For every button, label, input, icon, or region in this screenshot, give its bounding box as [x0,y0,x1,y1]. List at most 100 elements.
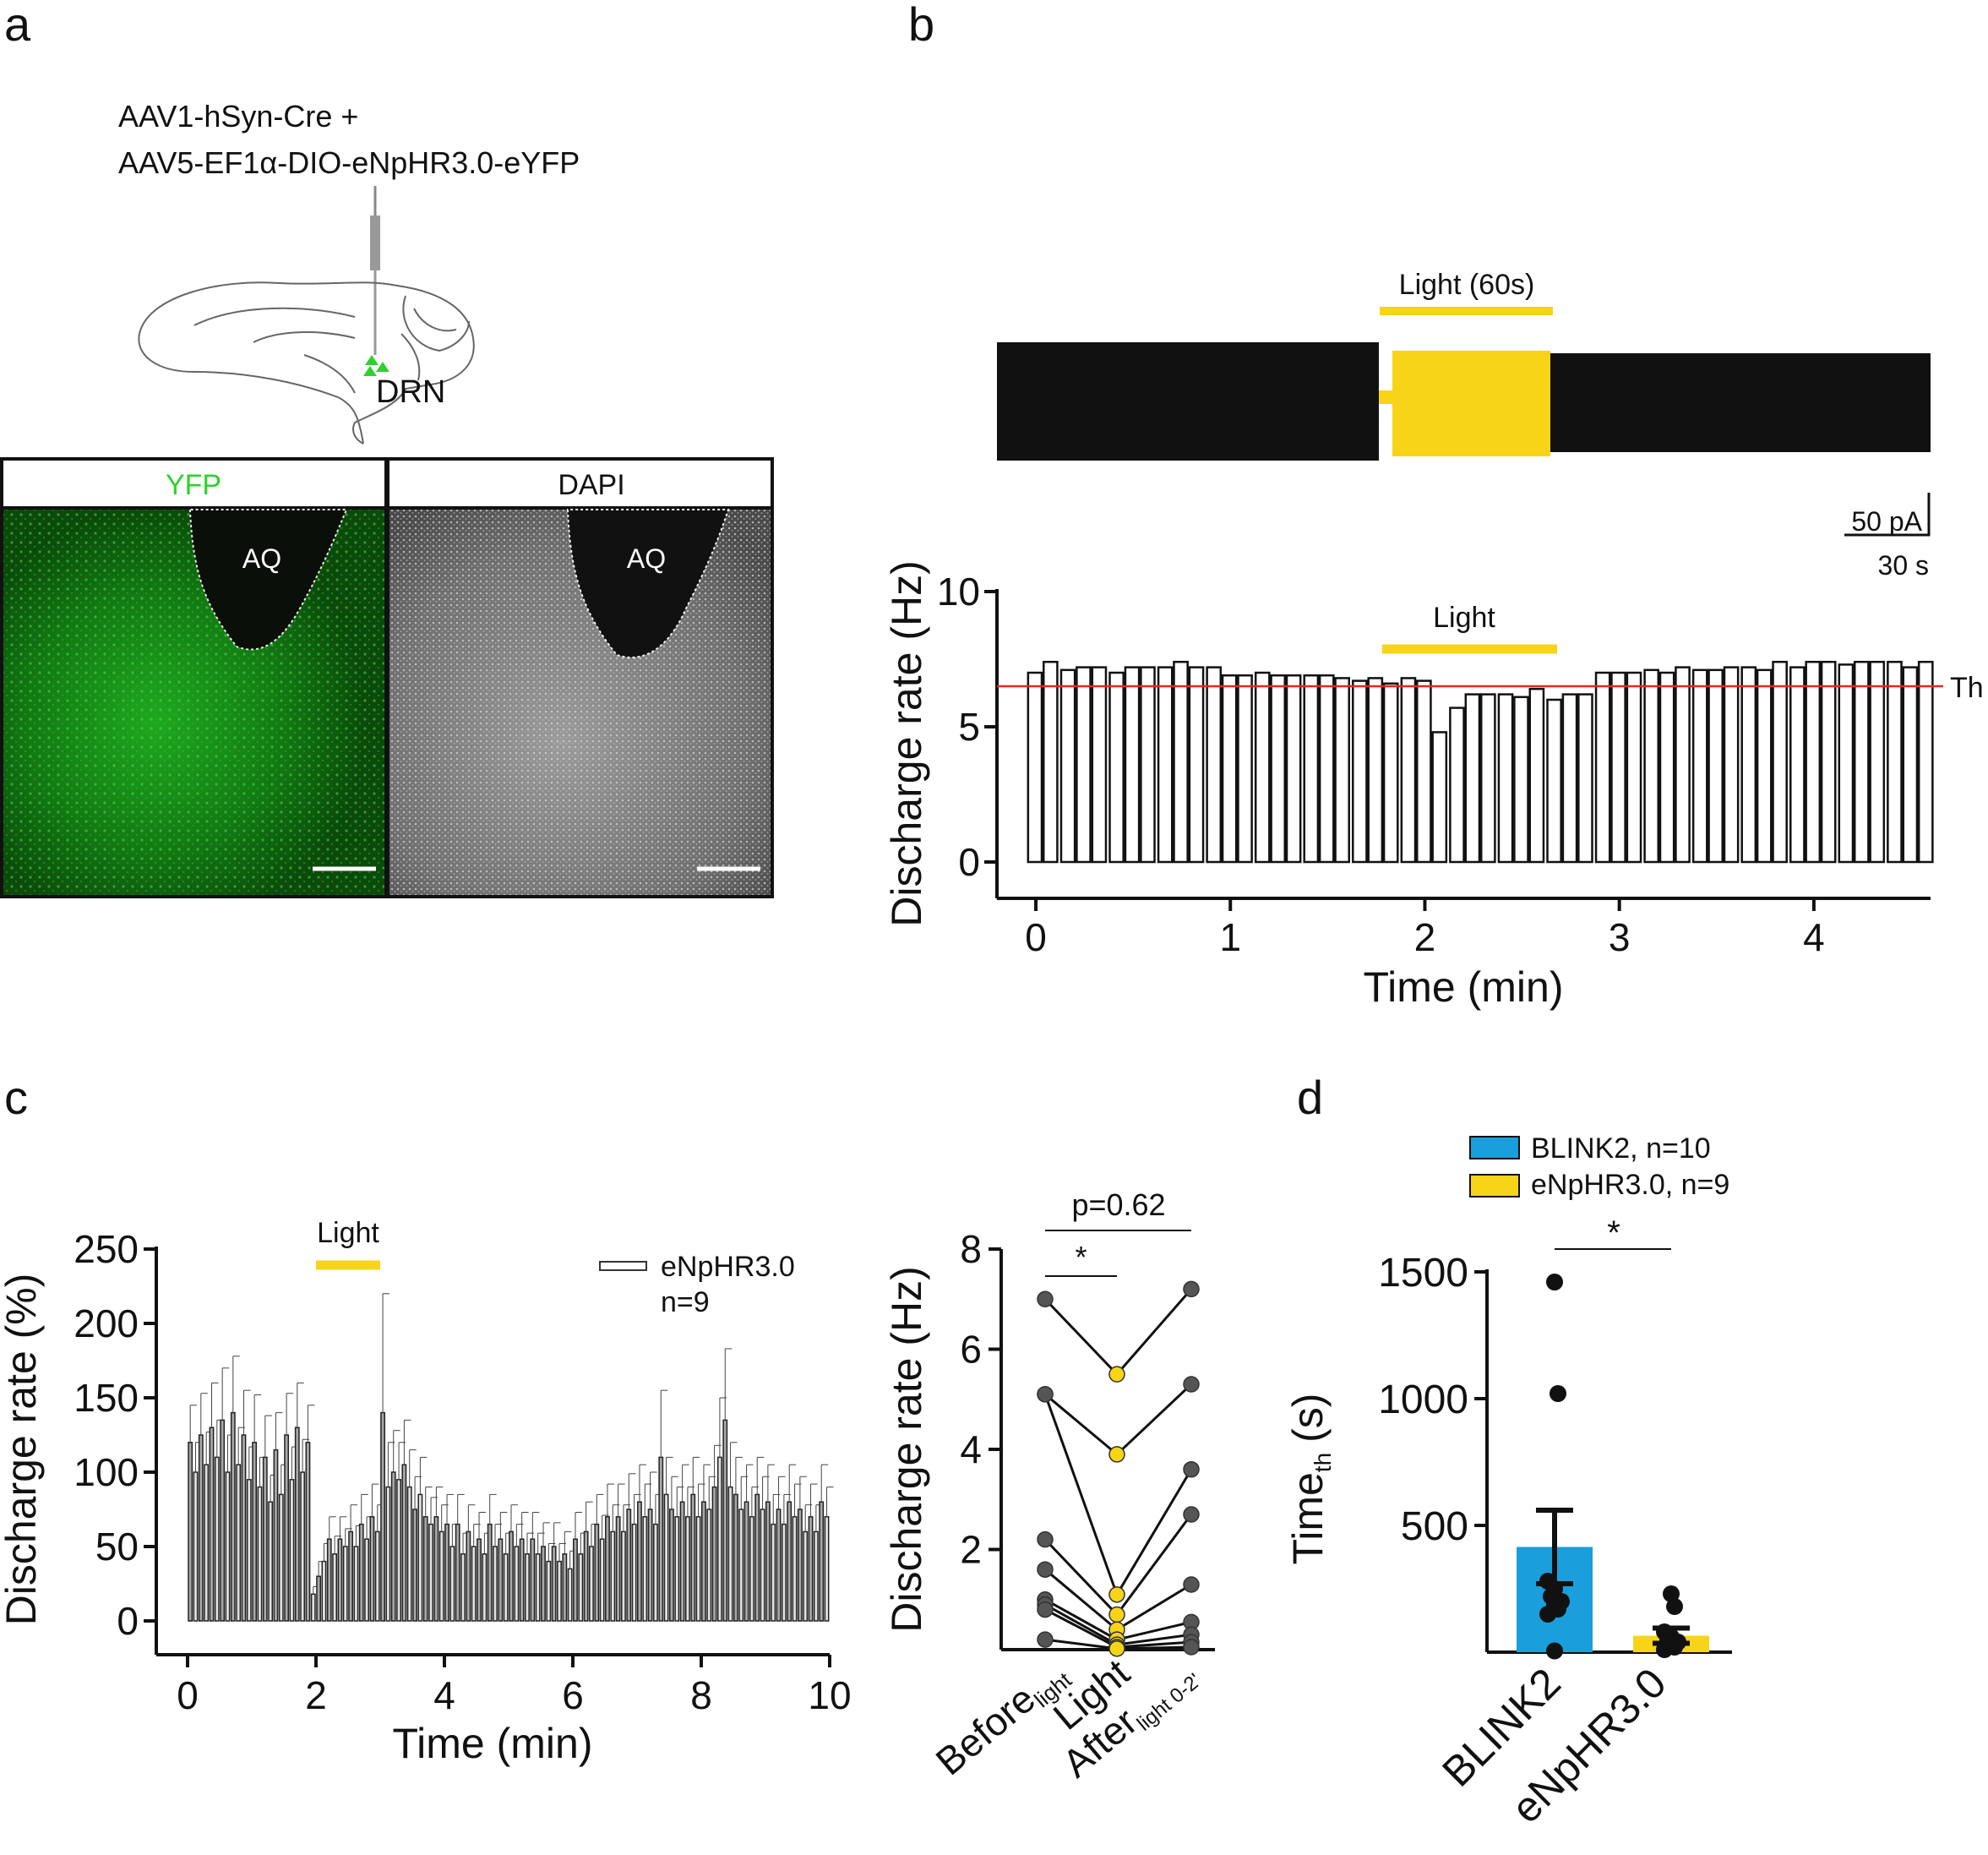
c-xtick-label: 0 [177,1673,199,1717]
c-bar [417,1493,423,1622]
b-xlabel: Time (min) [1363,963,1563,1011]
c-bar [647,1509,653,1622]
d-ytick-label: 1500 [1378,1251,1468,1296]
c-bar [257,1486,263,1622]
c-bar [455,1523,460,1622]
d-point [1663,1585,1680,1602]
c-bar [722,1419,728,1622]
b-bar [1334,677,1350,864]
c-bar [711,1486,717,1622]
c-bar [743,1501,749,1622]
b-bar [1124,666,1141,864]
b-bar [1772,660,1788,864]
cp-point-light [1108,1366,1125,1383]
cp-point-after [1183,1280,1200,1298]
c-bar [241,1434,247,1622]
c-bar [380,1411,385,1622]
c-bar [284,1434,290,1622]
c-bar [674,1516,680,1622]
c-bar [530,1538,536,1622]
cp-point-before [1037,1631,1054,1648]
c-bar [305,1442,311,1622]
trace-segment-before [997,342,1379,461]
brain-outline-icon [138,281,475,445]
c-bar [273,1449,279,1622]
panel-label-c: c [4,1071,28,1124]
cp-point-after [1183,1576,1200,1593]
svg-text:Beforelight: Beforelight [928,1650,1077,1786]
c-bar [390,1471,396,1622]
cp-cat-after-sub: light 0-2' [1133,1669,1206,1736]
micrograph-yfp: YFP AQ [0,457,388,898]
c-bar [422,1516,428,1622]
cp-point-before [1037,1601,1054,1618]
construct-line-2: AAV5-EF1α-DIO-eNpHR3.0-eYFP [118,145,580,180]
c-bar [514,1546,520,1622]
c-bar [578,1553,584,1622]
injected-cells-icon [363,355,389,376]
trace-segment-transition [1379,390,1392,404]
c-bar [808,1516,814,1622]
b-bar [1708,668,1724,864]
c-bar [706,1509,712,1622]
b-ytick-label: 5 [958,705,980,749]
c-ytick-label: 150 [74,1376,139,1420]
c-bar [493,1546,498,1622]
b-bar [1626,671,1642,864]
b-ytick-label: 0 [958,840,980,884]
b-xtick-label: 0 [1025,915,1047,959]
c-bar [466,1530,471,1622]
cp-ytick-label: 2 [960,1528,982,1572]
c-bar [716,1456,722,1622]
c-bar [209,1427,215,1622]
c-bar [316,1575,322,1622]
c-bar [449,1546,455,1622]
b-bar [1206,666,1223,864]
d-legend-enphr: eNpHR3.0, n=9 [1531,1169,1729,1201]
dapi-title: DAPI [558,469,624,501]
c-bar [792,1516,798,1622]
c-bar [771,1523,776,1622]
c-bar [204,1464,210,1622]
b-bar [1076,666,1092,864]
aq-label-dapi: AQ [627,543,666,574]
panel-label-a: a [4,0,31,51]
micrograph-dapi: DAPI AQ [386,457,774,898]
b-bar [1382,682,1399,864]
b-bar [1318,674,1335,864]
cp-point-before [1037,1290,1054,1307]
b-bar [1643,668,1660,864]
cp-ytick-label: 4 [960,1427,982,1471]
c-timecourse: Discharge rate (%) Time (min) Light eNpH… [0,1217,852,1767]
c-xlabel: Time (min) [392,1720,592,1767]
c-bar [787,1501,792,1622]
c-light-label: Light [317,1217,379,1249]
c-bar [637,1501,642,1622]
trace-segment-light [1392,351,1550,456]
cp-point-light [1108,1586,1125,1603]
c-xtick-label: 4 [433,1673,455,1717]
d-ylabel-sub: th [1310,1453,1336,1472]
trace-segment-end [1842,423,1931,450]
cp-cat-before-main: Before [928,1676,1043,1783]
c-bar [813,1530,819,1622]
cp-point-light [1108,1606,1125,1623]
d-point [1546,1642,1563,1660]
c-bar [760,1509,765,1622]
c-bar [803,1530,809,1622]
b-bar [1546,698,1562,864]
b-bar [1658,671,1675,864]
c-bar [487,1523,493,1622]
b-bar [1723,666,1740,864]
panel-b: Light (60s) 50 pA 30 s Discharge rate (H… [883,269,1984,1011]
c-bar [214,1456,220,1622]
b-bar [1157,666,1174,864]
b-bar [1497,693,1514,864]
b-bar [1561,693,1578,864]
scale-current-label: 50 pA [1851,506,1922,537]
c-bar [653,1523,658,1622]
d-ylabel: Timeth (s) [1284,1394,1336,1565]
c-ytick-label: 50 [95,1525,139,1569]
b-bar [1610,671,1626,864]
construct-line-1: AAV1-hSyn-Cre + [118,99,358,134]
